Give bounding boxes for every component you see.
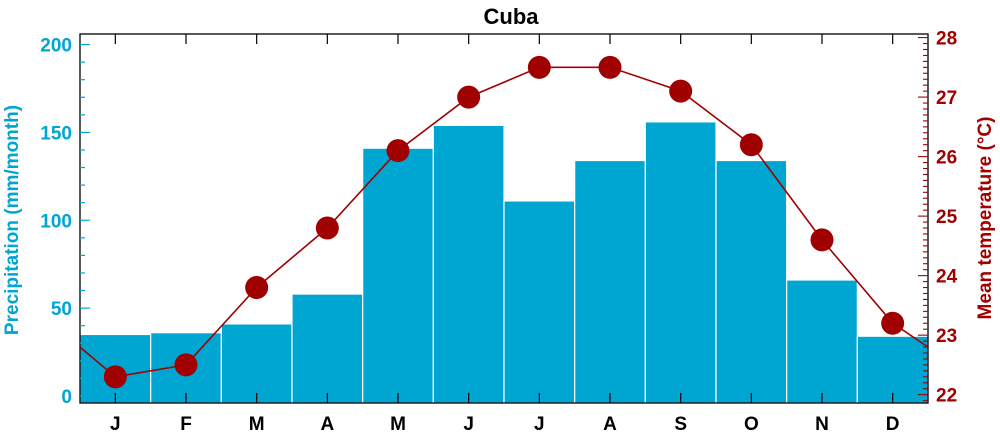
temperature-point-1 bbox=[103, 365, 127, 389]
temperature-point-9 bbox=[669, 79, 693, 103]
precip-bar-11 bbox=[786, 279, 858, 404]
right-tick-label: 27 bbox=[936, 88, 957, 109]
left-tick-label: 100 bbox=[40, 211, 72, 232]
x-tick-label: A bbox=[320, 414, 334, 435]
precip-bar-8 bbox=[574, 159, 646, 404]
x-tick-label: M bbox=[249, 414, 265, 435]
right-tick-label: 22 bbox=[936, 386, 957, 407]
right-tick-label: 25 bbox=[936, 207, 958, 228]
axes: 0 50 100 150 200 22 23 24 25 26 27 28 J F M A M J J A S O N D bbox=[40, 29, 957, 435]
y-axis-label-left: Precipitation (mm/month) bbox=[2, 105, 23, 335]
temperature-line bbox=[79, 55, 929, 389]
x-tick-label: S bbox=[674, 414, 687, 435]
temperature-point-11 bbox=[810, 228, 834, 252]
x-tick-label: O bbox=[744, 414, 759, 435]
temperature-point-6 bbox=[457, 85, 481, 109]
temperature-point-8 bbox=[598, 55, 622, 79]
precip-bar-10 bbox=[715, 159, 788, 404]
temperature-point-10 bbox=[739, 133, 763, 157]
temperature-point-12 bbox=[881, 311, 905, 335]
chart-title: Cuba bbox=[484, 4, 540, 29]
x-tick-label: A bbox=[603, 414, 617, 435]
plot-frame bbox=[79, 33, 929, 404]
precip-bar-9 bbox=[644, 121, 717, 404]
temperature-polyline bbox=[79, 66, 929, 378]
left-tick-label: 50 bbox=[51, 299, 72, 320]
temperature-point-2 bbox=[174, 353, 198, 377]
x-tick-label: J bbox=[110, 414, 121, 435]
precip-bar-3 bbox=[220, 323, 293, 404]
x-tick-label: D bbox=[886, 414, 900, 435]
precip-bar-5 bbox=[362, 147, 434, 404]
precip-bar-6 bbox=[432, 124, 505, 404]
temperature-point-3 bbox=[245, 276, 269, 300]
x-tick-label: J bbox=[463, 414, 474, 435]
left-tick-label: 150 bbox=[40, 123, 72, 144]
right-tick-label: 26 bbox=[936, 148, 957, 169]
left-tick-label: 200 bbox=[40, 36, 72, 57]
precipitation-bars bbox=[79, 121, 929, 404]
temperature-point-5 bbox=[386, 139, 410, 163]
temperature-point-7 bbox=[527, 55, 551, 79]
right-tick-label: 24 bbox=[936, 267, 958, 288]
precip-bar-4 bbox=[291, 293, 364, 404]
y-axis-label-right: Mean temperature (°C) bbox=[975, 117, 996, 320]
temperature-point-4 bbox=[315, 216, 339, 240]
right-tick-label: 23 bbox=[936, 326, 957, 347]
x-tick-label: M bbox=[390, 414, 406, 435]
precip-bar-12 bbox=[856, 335, 929, 404]
x-tick-label: N bbox=[815, 414, 829, 435]
precip-bar-7 bbox=[503, 200, 576, 404]
right-tick-label: 28 bbox=[936, 29, 957, 50]
x-tick-label: F bbox=[180, 414, 192, 435]
left-tick-label: 0 bbox=[61, 387, 72, 408]
x-tick-label: J bbox=[534, 414, 545, 435]
